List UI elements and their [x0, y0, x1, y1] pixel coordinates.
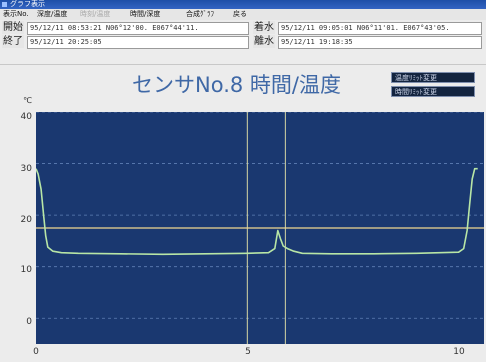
landing-time-field: 95/12/11 09:05:01 N06°11'01. E067°43'05. [278, 22, 482, 35]
chart-title: センサNo.8 時間/温度 [132, 73, 341, 97]
landing-label: 着水 [253, 21, 275, 34]
y-axis-unit: ℃ [23, 96, 32, 105]
menu-bar: 表示No. 深度/温度 時刻/温度 時間/深度 合成ｸﾞﾗﾌ 戻る [0, 9, 486, 20]
menu-composite-graph[interactable]: 合成ｸﾞﾗﾌ [186, 10, 214, 18]
time-limit-button[interactable]: 時間ﾘﾐｯﾄ変更 [391, 86, 475, 97]
window-title: グラフ表示 [10, 0, 45, 8]
temperature-plot [36, 112, 484, 344]
x-tick-label: 0 [33, 347, 39, 357]
menu-back[interactable]: 戻る [233, 10, 247, 18]
y-tick-label: 40 [20, 112, 32, 122]
menu-depth-temp[interactable]: 深度/温度 [37, 10, 68, 18]
menu-clock-temp: 時刻/温度 [80, 10, 111, 18]
y-tick-label: 20 [20, 215, 32, 225]
temperature-series-line [36, 167, 478, 256]
y-tick-label: 30 [20, 164, 32, 174]
grid-lines [36, 112, 484, 319]
start-label: 開始 [2, 21, 24, 34]
y-tick-label: 10 [20, 265, 32, 275]
menu-time-depth[interactable]: 時間/深度 [130, 10, 161, 18]
takeoff-time-field: 95/12/11 19:18:35 [278, 36, 482, 49]
window-icon [2, 2, 7, 7]
title-bar: グラフ表示 [0, 0, 486, 9]
menu-display-no[interactable]: 表示No. [3, 10, 29, 18]
x-tick-label: 5 [245, 347, 251, 357]
end-time-field: 95/12/11 20:25:05 [27, 36, 249, 49]
end-label: 終了 [2, 35, 24, 48]
x-tick-label: 10 [453, 347, 465, 357]
takeoff-label: 離水 [253, 35, 275, 48]
start-time-field: 95/12/11 08:53:21 N06°12'00. E067°44'11. [27, 22, 249, 35]
y-tick-label: 0 [26, 317, 32, 327]
temp-limit-button[interactable]: 温度ﾘﾐｯﾄ変更 [391, 72, 475, 83]
header-divider [0, 64, 486, 65]
